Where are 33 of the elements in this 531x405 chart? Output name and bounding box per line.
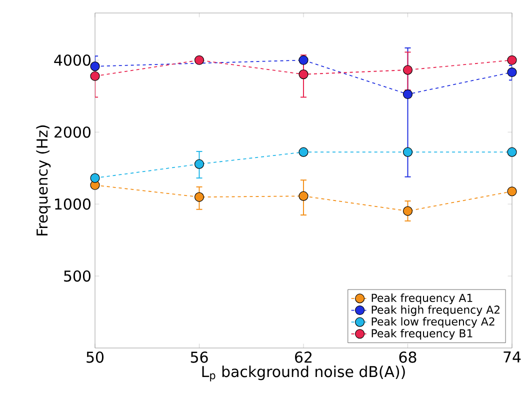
- y-tick-label: 2000: [54, 126, 90, 138]
- point: [90, 62, 100, 72]
- point: [298, 70, 308, 80]
- legend-label: Peak low frequency A2: [372, 317, 494, 328]
- legend-label: Peak frequency A1: [372, 294, 472, 304]
- y-tick-label: 1000: [55, 198, 90, 210]
- x-tick-label: 62: [295, 352, 312, 363]
- x-tick-label: 74: [504, 352, 521, 362]
- x-tick-label: 68: [399, 352, 416, 363]
- point: [402, 65, 413, 75]
- point: [402, 147, 413, 157]
- point: [298, 55, 308, 65]
- legend-label: Peak frequency B1: [372, 328, 472, 340]
- point: [507, 67, 517, 78]
- point: [402, 89, 413, 100]
- point: [194, 55, 204, 65]
- point: [298, 147, 308, 157]
- point: [402, 206, 413, 216]
- point: [90, 71, 100, 81]
- y-tick-label: 4000: [54, 54, 90, 66]
- point: [194, 192, 204, 202]
- x-axis-title: L$_{p}$ background noise dB(A)): [202, 366, 405, 382]
- x-tick-label: 50: [86, 352, 104, 363]
- point: [194, 159, 204, 169]
- legend-label: Peak high frequency A2: [372, 305, 500, 316]
- x-tick-label: 56: [190, 352, 208, 363]
- point: [507, 186, 517, 196]
- point: [298, 191, 308, 201]
- y-axis-title: Frequency (Hz): [36, 125, 51, 236]
- y-tick-label: 500: [64, 270, 90, 282]
- point: [507, 55, 517, 65]
- point: [90, 173, 100, 183]
- point: [507, 147, 517, 157]
